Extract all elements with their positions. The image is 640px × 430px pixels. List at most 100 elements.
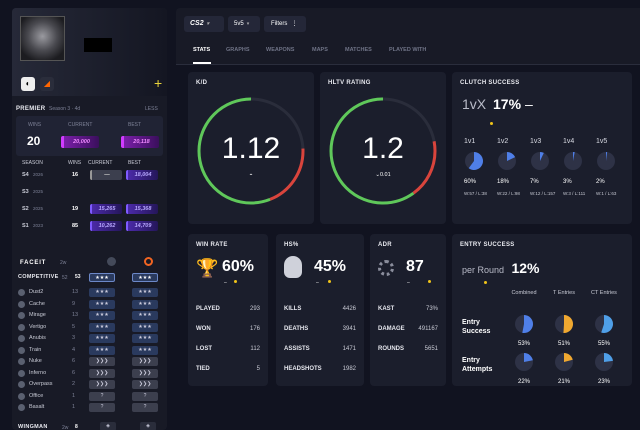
map-row: Vertigo 5 ★★★ ★★★	[16, 322, 163, 334]
map-count: 6	[72, 358, 76, 364]
current-rating-badge: 20,000	[61, 136, 99, 148]
adr-stat-value: 5651	[424, 346, 438, 352]
add-button[interactable]: +	[154, 75, 163, 91]
adr-dash: –	[407, 280, 410, 286]
map-name: Office	[29, 392, 44, 399]
tab-weapons[interactable]: WEAPONS	[266, 47, 295, 53]
faceit-extra: 2w	[60, 260, 67, 266]
faceit-orange-icon	[144, 257, 153, 266]
map-name: Train	[29, 346, 42, 353]
avatar[interactable]	[20, 16, 65, 61]
winrate-stat-row: TIED 5	[196, 366, 260, 380]
clutch-col-label: 1v3	[530, 138, 542, 145]
map-rank-best: ★★★	[132, 322, 158, 332]
map-name: Basalt	[29, 404, 45, 410]
winrate-stat-value: 112	[250, 346, 260, 352]
hs-stat-row: ASSISTS 1471	[284, 346, 356, 360]
clutch-1vx-label: 1vX	[462, 96, 487, 112]
entry-dot	[484, 281, 487, 284]
faceit-logo: FACEIT	[20, 260, 47, 266]
map-rank-current: ❯❯❯	[89, 357, 115, 366]
map-icon	[18, 312, 25, 319]
map-icon	[18, 404, 25, 411]
hs-stat-label: ASSISTS	[284, 346, 310, 352]
hs-title: HS%	[284, 242, 299, 248]
filters-label: Filters	[271, 21, 288, 27]
wingman-label: WINGMAN	[18, 424, 48, 430]
hs-stat-value: 1471	[342, 346, 356, 352]
entry-cell: 53%	[514, 314, 534, 347]
game-select[interactable]: CS2 ▾	[184, 16, 224, 32]
map-row: Basalt 1 ? ?	[16, 403, 163, 414]
entry-cell-pct: 53%	[517, 341, 530, 347]
clutch-col-pct: 2%	[596, 179, 605, 185]
season-row: S2 2025 19 15,265 15,368	[16, 204, 163, 218]
map-rank-best: ★★★	[132, 288, 158, 297]
map-count: 13	[72, 289, 79, 295]
season-current-badge: 15,265	[90, 204, 122, 214]
filters-button[interactable]: Filters ⋮	[264, 16, 306, 32]
entry-cell: 21%	[554, 352, 574, 385]
map-icon	[18, 335, 25, 342]
kd-gauge	[197, 97, 305, 205]
kd-title: K/D	[196, 80, 208, 86]
clutch-col-detail: W:57 / L:38	[464, 191, 487, 196]
season-current-badge: —	[90, 170, 122, 180]
season-wins: 85	[72, 223, 79, 229]
map-icon	[18, 381, 25, 388]
clutch-card: CLUTCH SUCCESS 1vX 17% – 1v1 60% W:57 / …	[452, 72, 632, 224]
less-toggle[interactable]: LESS	[145, 106, 158, 112]
map-name: Nuke	[29, 358, 42, 364]
trophy-icon: 🏆	[196, 258, 219, 278]
best-col-header: BEST	[128, 160, 142, 166]
adr-stat-label: KAST	[378, 306, 395, 312]
entry-cell-pct: 22%	[517, 379, 530, 385]
map-rank-best: ❯❯❯	[132, 357, 158, 366]
map-rank-current: ★★★	[89, 334, 115, 343]
season-row: S3 2025	[16, 189, 163, 201]
map-rank-best: ?	[132, 391, 158, 401]
clutch-col-detail: W:22 / L:98	[497, 191, 520, 196]
hs-stat-row: HEADSHOTS 1982	[284, 366, 356, 380]
damage-ring-icon	[378, 260, 394, 276]
pie-chart	[498, 152, 516, 170]
chevron-down-icon: ▾	[246, 21, 250, 27]
entry-pct: 12%	[511, 260, 540, 276]
map-count: 4	[72, 346, 76, 353]
tab-graphs[interactable]: GRAPHS	[226, 47, 250, 53]
map-count: 2	[72, 381, 76, 387]
map-name: Vertigo	[29, 323, 47, 330]
hs-dot	[328, 280, 331, 283]
chevron-down-icon: ▾	[206, 21, 210, 27]
faceit-icon[interactable]: ◢	[40, 77, 54, 91]
pie-chart	[595, 353, 613, 371]
tab-maps[interactable]: MAPS	[312, 47, 328, 53]
tab-matches[interactable]: MATCHES	[345, 47, 372, 53]
hs-stat-label: DEATHS	[284, 326, 309, 332]
winrate-title: WIN RATE	[196, 242, 228, 248]
top-bar: CS2 ▾ 5v5 ▾ Filters ⋮ STATS GRAPHS WEAPONS MAP…	[176, 8, 640, 64]
clutch-col-label: 1v5	[596, 138, 608, 145]
adr-stat-row: KAST 73%	[378, 306, 438, 320]
coin-icon	[107, 257, 116, 266]
map-rank-current: ?	[89, 403, 115, 412]
map-name: Anubis	[29, 335, 46, 341]
competitive-label: COMPETITIVE	[18, 274, 59, 280]
wins-value: 20	[27, 134, 41, 148]
mode-select[interactable]: 5v5 ▾	[228, 16, 260, 32]
map-name: Dust2	[29, 289, 44, 295]
map-name: Cache	[29, 300, 45, 307]
winrate-dot	[234, 280, 237, 283]
map-rank-current: ★★★	[89, 322, 115, 332]
map-rank-current: ❯❯❯	[89, 368, 115, 378]
map-count: 5	[72, 323, 76, 330]
adr-stat-value: 73%	[425, 306, 438, 312]
map-rank-current: ?	[89, 391, 115, 401]
map-name: Overpass	[29, 381, 53, 387]
map-name: Inferno	[29, 369, 47, 376]
tab-played-with[interactable]: PLAYED WITH	[389, 47, 427, 53]
season-wins: 19	[72, 206, 79, 212]
tab-stats[interactable]: STATS	[193, 47, 211, 53]
steam-icon[interactable]: ◐	[21, 77, 35, 91]
map-rank-current: ❯❯❯	[89, 380, 115, 389]
